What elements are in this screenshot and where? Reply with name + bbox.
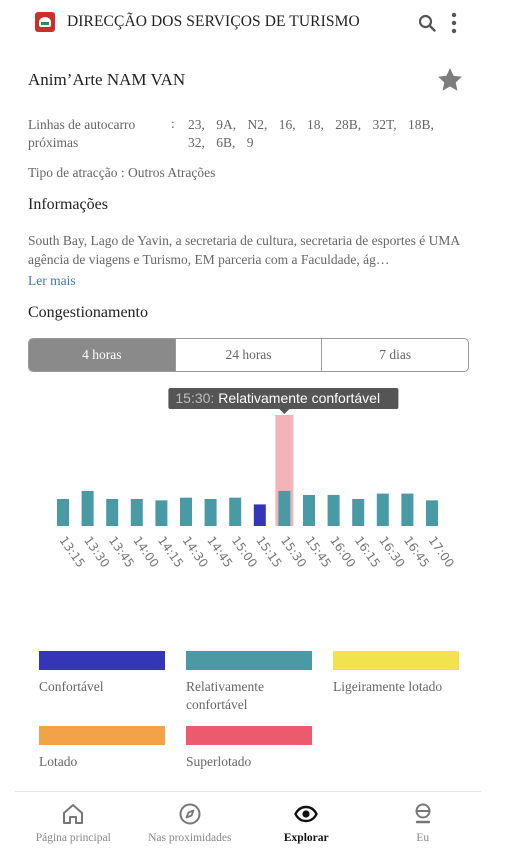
legend-swatch <box>333 651 459 670</box>
x-tick-label: 17:00 <box>426 534 457 570</box>
chart-bar[interactable] <box>327 494 340 526</box>
star-icon[interactable] <box>436 66 464 94</box>
legend-label: Superlotado <box>186 754 252 769</box>
nav-label: Explorar <box>283 832 329 844</box>
legend-swatch <box>39 651 165 670</box>
compass-icon <box>179 803 201 825</box>
attraction-title: Anim’Arte NAM VAN <box>28 70 186 89</box>
bus-lines-label: Linhas de autocarro próximas <box>28 117 136 150</box>
tooltip-level: Relativamente confortável <box>218 390 380 406</box>
nav-item-me[interactable]: Eu <box>365 792 482 852</box>
congestion-section-title: Congestionamento <box>28 304 148 321</box>
nav-item-home[interactable]: Página principal <box>15 792 132 852</box>
legend-label: Confortável <box>39 679 104 694</box>
legend-item-comfortable: Confortável <box>39 651 165 696</box>
search-icon[interactable] <box>418 14 436 32</box>
legend-swatch <box>186 651 312 670</box>
tooltip-time: 15:30: <box>175 390 218 406</box>
nav-item-nearby[interactable]: Nas proximidades <box>132 792 249 852</box>
legend-item-slightly-crowded: Ligeiramente lotado <box>333 651 459 696</box>
user-icon <box>415 803 431 824</box>
legend-swatch <box>186 726 312 745</box>
legend-item-crowded: Lotado <box>39 726 165 771</box>
org-name: DIRECÇÃO DOS SERVIÇOS DE TURISMO <box>67 13 360 30</box>
chart-bar[interactable] <box>57 499 69 526</box>
chart-bar[interactable] <box>229 497 242 526</box>
chart-bar[interactable] <box>303 494 315 526</box>
dst-logo-icon <box>35 12 55 32</box>
bottom-navigation: Página principal Nas proximidades Explor… <box>15 791 481 852</box>
nav-label: Eu <box>416 832 430 844</box>
more-vertical-icon[interactable] <box>448 12 460 34</box>
tab-4-hours[interactable]: 4 horas <box>29 339 176 371</box>
chart-bar[interactable] <box>278 490 291 526</box>
info-section-title: Informações <box>28 196 108 213</box>
chart-tooltip-pointer <box>279 409 290 414</box>
legend-label: Ligeiramente lotado <box>333 679 443 694</box>
legend-item-relatively-comfortable: Relativamente confortável <box>186 651 312 714</box>
nav-label: Nas proximidades <box>148 832 232 844</box>
chart-tooltip <box>168 388 399 409</box>
chart-tooltip-text: 15:30: Relativamente confortável <box>175 390 380 406</box>
tab-24-hours[interactable]: 24 horas <box>176 339 323 371</box>
bus-lines-colon: : <box>171 116 175 131</box>
chart-bar[interactable] <box>376 493 389 526</box>
chart-bar[interactable] <box>253 504 266 526</box>
info-description: South Bay, Lago de Yavin, a secretaria d… <box>28 233 460 267</box>
chart-bar[interactable] <box>204 499 217 526</box>
chart-bar[interactable] <box>81 490 94 526</box>
legend-swatch <box>39 726 165 745</box>
chart-bar[interactable] <box>130 499 143 526</box>
tab-7-days[interactable]: 7 dias <box>379 347 412 362</box>
chart-bar[interactable] <box>352 499 365 526</box>
chart-bar[interactable] <box>180 497 192 526</box>
app-header: DIRECÇÃO DOS SERVIÇOS DE TURISMO <box>0 0 510 46</box>
attraction-type: Tipo de atracção : Outros Atrações <box>28 165 216 180</box>
nav-label: Página principal <box>35 832 111 844</box>
bus-lines-value: 23, 9A, N2, 16, 18, 28B, 32T, 18B, 32, 6… <box>188 117 434 150</box>
eye-icon <box>294 805 319 823</box>
chart-bar[interactable] <box>155 500 168 526</box>
legend-label: Relativamente confortável <box>186 679 264 712</box>
chart-bar[interactable] <box>426 500 438 526</box>
chart-bar[interactable] <box>106 499 119 526</box>
legend-item-overcrowded: Superlotado <box>186 726 312 771</box>
legend-label: Lotado <box>39 754 78 769</box>
congestion-chart: 13:1513:3013:4514:0014:1514:3014:4515:00… <box>57 388 457 570</box>
read-more-link[interactable]: Ler mais <box>28 273 76 288</box>
nav-item-explore[interactable]: Explorar <box>248 792 365 852</box>
chart-bar[interactable] <box>401 493 414 526</box>
home-icon <box>63 804 84 824</box>
congestion-range-tabs: 4 horas 24 horas 7 dias <box>28 338 469 372</box>
